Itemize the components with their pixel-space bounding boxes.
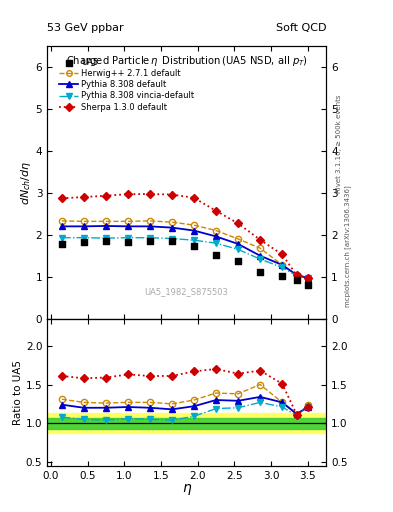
Pythia 8.308 default	[236, 241, 241, 247]
Pythia 8.308 vincia-default	[236, 246, 241, 252]
UA5	[81, 238, 87, 246]
UA5	[294, 275, 300, 284]
Herwig++ 2.7.1 default	[170, 219, 174, 225]
Text: 53 GeV ppbar: 53 GeV ppbar	[47, 23, 124, 33]
Pythia 8.308 default	[126, 223, 130, 229]
Sherpa 1.3.0 default	[258, 237, 263, 243]
UA5	[305, 281, 311, 289]
Herwig++ 2.7.1 default	[192, 222, 196, 228]
UA5	[235, 257, 241, 265]
Pythia 8.308 vincia-default	[280, 264, 285, 270]
Sherpa 1.3.0 default	[126, 191, 130, 197]
Pythia 8.308 vincia-default	[126, 234, 130, 241]
Herwig++ 2.7.1 default	[294, 272, 299, 279]
Text: Rivet 3.1.10, ≥ 500k events: Rivet 3.1.10, ≥ 500k events	[336, 94, 342, 193]
Herwig++ 2.7.1 default	[258, 245, 263, 251]
UA5	[103, 238, 109, 246]
Herwig++ 2.7.1 default	[59, 218, 64, 224]
Y-axis label: Ratio to UA5: Ratio to UA5	[13, 360, 23, 425]
Pythia 8.308 vincia-default	[305, 275, 310, 281]
Line: Herwig++ 2.7.1 default: Herwig++ 2.7.1 default	[59, 218, 311, 281]
Pythia 8.308 default	[280, 262, 285, 268]
UA5	[213, 251, 219, 260]
Text: Charged Particle$\,\eta\,$ Distribution$\,$(UA5 NSD, all $p_T$): Charged Particle$\,\eta\,$ Distribution$…	[66, 54, 308, 68]
Herwig++ 2.7.1 default	[148, 218, 152, 224]
Sherpa 1.3.0 default	[192, 195, 196, 201]
Line: Pythia 8.308 vincia-default: Pythia 8.308 vincia-default	[59, 234, 311, 281]
Pythia 8.308 default	[103, 223, 108, 229]
UA5	[169, 238, 175, 246]
Sherpa 1.3.0 default	[214, 208, 219, 214]
Pythia 8.308 vincia-default	[148, 234, 152, 241]
Sherpa 1.3.0 default	[280, 251, 285, 258]
Pythia 8.308 default	[258, 252, 263, 259]
Sherpa 1.3.0 default	[148, 191, 152, 197]
UA5	[147, 238, 153, 246]
Herwig++ 2.7.1 default	[236, 236, 241, 242]
Herwig++ 2.7.1 default	[126, 218, 130, 224]
Bar	[47, 413, 326, 433]
Herwig++ 2.7.1 default	[280, 262, 285, 268]
Pythia 8.308 default	[170, 225, 174, 231]
Pythia 8.308 default	[192, 227, 196, 233]
Pythia 8.308 vincia-default	[81, 234, 86, 241]
Pythia 8.308 vincia-default	[103, 235, 108, 241]
Sherpa 1.3.0 default	[103, 193, 108, 199]
X-axis label: $\eta$: $\eta$	[182, 482, 192, 497]
Sherpa 1.3.0 default	[59, 195, 64, 201]
Line: Sherpa 1.3.0 default: Sherpa 1.3.0 default	[59, 191, 310, 281]
Bar	[47, 418, 326, 429]
Herwig++ 2.7.1 default	[81, 218, 86, 224]
Pythia 8.308 default	[148, 223, 152, 229]
Line: Pythia 8.308 default: Pythia 8.308 default	[59, 223, 311, 281]
Herwig++ 2.7.1 default	[214, 227, 219, 233]
Pythia 8.308 default	[294, 272, 299, 278]
Sherpa 1.3.0 default	[236, 220, 241, 226]
Herwig++ 2.7.1 default	[103, 218, 108, 224]
UA5	[191, 242, 197, 250]
Pythia 8.308 vincia-default	[170, 236, 174, 242]
Sherpa 1.3.0 default	[81, 194, 86, 200]
Text: Soft QCD: Soft QCD	[276, 23, 326, 33]
Pythia 8.308 vincia-default	[59, 234, 64, 241]
Pythia 8.308 vincia-default	[294, 273, 299, 279]
UA5	[59, 240, 65, 248]
Text: mcplots.cern.ch [arXiv:1306.3436]: mcplots.cern.ch [arXiv:1306.3436]	[344, 185, 351, 307]
Pythia 8.308 default	[59, 223, 64, 229]
Pythia 8.308 default	[305, 275, 310, 281]
Sherpa 1.3.0 default	[305, 275, 310, 281]
Pythia 8.308 default	[214, 233, 219, 240]
Text: UA5_1982_S875503: UA5_1982_S875503	[145, 287, 229, 296]
Legend: UA5, Herwig++ 2.7.1 default, Pythia 8.308 default, Pythia 8.308 vincia-default, : UA5, Herwig++ 2.7.1 default, Pythia 8.30…	[57, 56, 197, 114]
Sherpa 1.3.0 default	[170, 191, 174, 198]
Pythia 8.308 vincia-default	[192, 237, 196, 243]
Pythia 8.308 vincia-default	[258, 256, 263, 262]
UA5	[257, 268, 263, 276]
UA5	[279, 272, 285, 281]
Pythia 8.308 vincia-default	[214, 240, 219, 246]
Sherpa 1.3.0 default	[294, 272, 299, 279]
Y-axis label: $dN_{ch}/d\eta$: $dN_{ch}/d\eta$	[19, 160, 33, 204]
Herwig++ 2.7.1 default	[305, 274, 310, 281]
UA5	[125, 238, 131, 246]
Pythia 8.308 default	[81, 223, 86, 229]
